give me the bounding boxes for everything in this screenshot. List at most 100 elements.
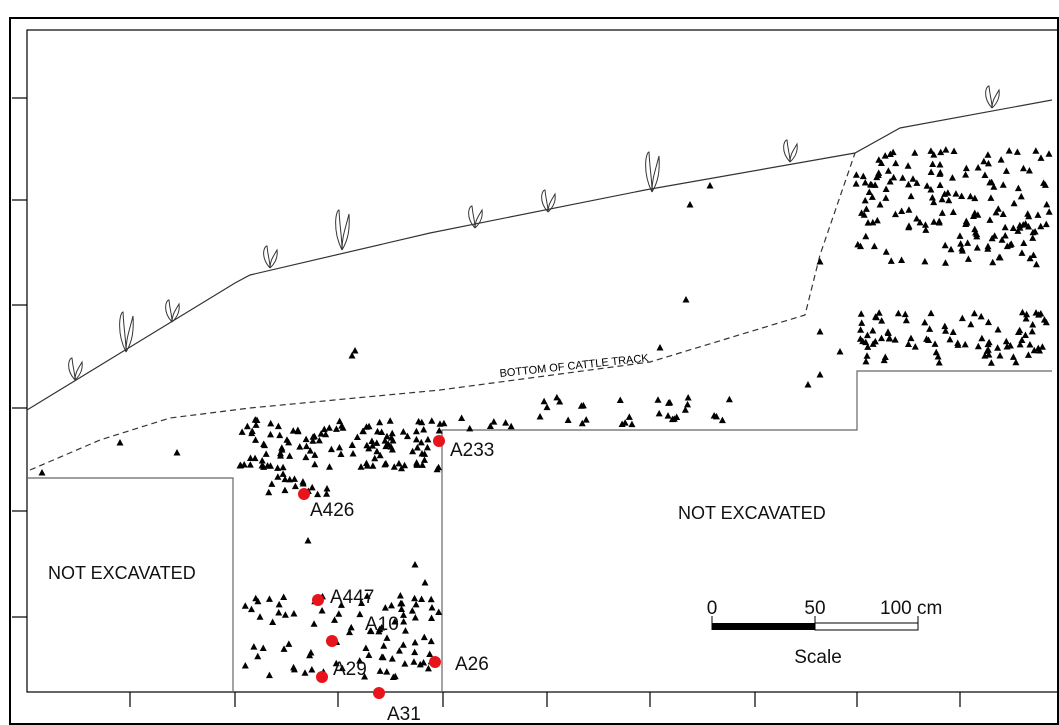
artifact xyxy=(858,209,866,216)
artifact xyxy=(1025,222,1033,230)
artifact xyxy=(923,335,931,342)
artifact xyxy=(981,171,989,178)
artifact xyxy=(290,665,298,673)
artifact xyxy=(930,151,938,158)
artifact xyxy=(246,461,254,468)
artifact xyxy=(279,470,287,477)
artifact xyxy=(907,334,915,342)
plan-frame xyxy=(26,29,1059,693)
artifact xyxy=(396,591,404,599)
sample-label: A233 xyxy=(450,440,494,461)
artifact xyxy=(335,443,343,451)
artifact xyxy=(816,328,824,335)
artifact xyxy=(409,447,417,455)
artifact xyxy=(1005,147,1013,154)
artifact xyxy=(363,592,371,599)
artifact xyxy=(280,593,288,601)
artifact xyxy=(381,460,389,468)
artifact xyxy=(260,463,268,470)
artifact xyxy=(318,606,326,614)
artifact xyxy=(331,616,339,623)
artifact xyxy=(427,595,435,603)
artifact xyxy=(309,437,317,444)
artifact xyxy=(325,424,333,431)
artifact xyxy=(913,215,921,222)
sample-point xyxy=(433,435,445,447)
artifact xyxy=(358,599,366,607)
artifact xyxy=(991,232,999,239)
artifact xyxy=(882,248,890,255)
artifact xyxy=(973,232,981,240)
artifact xyxy=(267,419,275,427)
artifact xyxy=(268,480,276,487)
artifact xyxy=(1018,308,1026,316)
artifact xyxy=(381,604,389,611)
artifact xyxy=(1023,310,1031,318)
artifact xyxy=(412,435,420,443)
artifact xyxy=(997,156,1005,163)
artifact xyxy=(401,461,409,469)
artifact xyxy=(922,226,930,233)
artifact xyxy=(1021,331,1029,338)
artifact xyxy=(280,645,288,652)
sample-label: A26 xyxy=(455,654,489,675)
artifact xyxy=(1043,200,1051,208)
artifact xyxy=(884,167,892,174)
artifact xyxy=(387,601,395,609)
artifact xyxy=(376,667,384,674)
artifact xyxy=(1032,309,1040,316)
artifact xyxy=(949,328,957,336)
artifact xyxy=(279,463,287,471)
artifact xyxy=(1013,148,1021,155)
plant xyxy=(165,299,180,323)
artifact xyxy=(418,450,426,457)
artifact xyxy=(1002,337,1010,345)
artifact xyxy=(980,157,988,165)
artifact xyxy=(412,600,420,608)
artifact xyxy=(1045,150,1053,157)
artifact xyxy=(902,316,910,324)
artifact xyxy=(241,602,249,609)
artifact xyxy=(945,196,953,204)
artifact xyxy=(665,399,673,406)
artifact xyxy=(869,326,877,334)
artifact xyxy=(988,178,996,186)
artifact xyxy=(1018,249,1026,256)
artifact xyxy=(992,208,1000,216)
artifact xyxy=(276,431,284,439)
artifact xyxy=(935,217,943,225)
artifact xyxy=(252,436,260,443)
artifact xyxy=(417,438,425,446)
artifact xyxy=(378,653,386,660)
artifact xyxy=(416,660,424,668)
artifact xyxy=(706,182,714,189)
artifact xyxy=(433,465,441,473)
artifact xyxy=(400,611,408,618)
artifact xyxy=(266,462,274,469)
artifact xyxy=(1017,192,1025,200)
artifact xyxy=(882,194,890,201)
artifact xyxy=(999,210,1007,217)
ground-surface xyxy=(26,99,1053,411)
artifact xyxy=(904,162,912,169)
artifact xyxy=(973,244,981,251)
artifact xyxy=(682,296,690,303)
artifact xyxy=(876,201,884,208)
artifact xyxy=(294,427,302,435)
artifact xyxy=(383,634,391,641)
artifact xyxy=(929,160,937,167)
artifact xyxy=(984,151,992,158)
plant xyxy=(263,245,278,269)
scale-label: 0 xyxy=(707,598,718,619)
artifact xyxy=(885,334,893,341)
artifact xyxy=(251,454,259,462)
artifact xyxy=(948,174,956,181)
artifact xyxy=(995,253,1003,261)
sample-point xyxy=(373,687,385,699)
artifact xyxy=(686,201,694,208)
artifact xyxy=(353,433,361,441)
artifact xyxy=(1042,220,1050,228)
artifact xyxy=(383,668,391,675)
artifact xyxy=(869,340,877,347)
artifact xyxy=(336,417,344,425)
